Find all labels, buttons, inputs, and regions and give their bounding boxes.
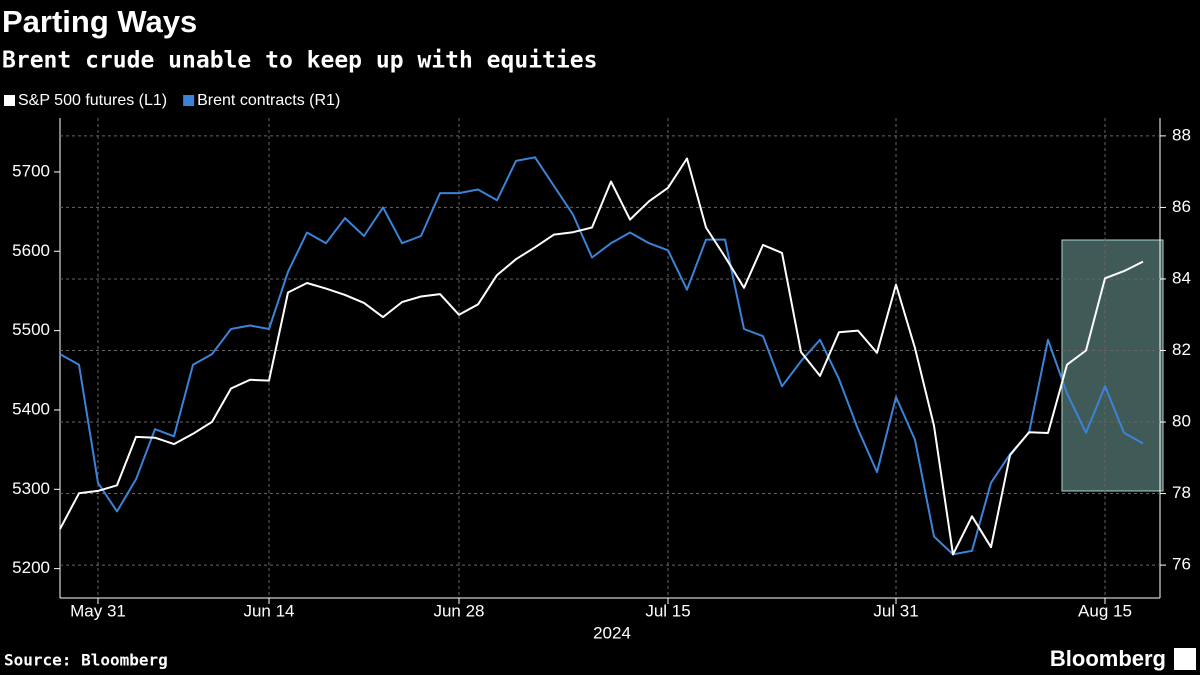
x-axis-label: 2024 [593, 623, 631, 642]
y-tick-label: 5300 [12, 479, 50, 498]
y-tick-label: 5200 [12, 558, 50, 577]
series-line [59, 157, 1144, 556]
chart-title: Parting Ways [2, 4, 197, 39]
y-tick-label: 5600 [12, 241, 50, 260]
legend-swatch [183, 95, 195, 106]
x-tick-label: Jul 15 [645, 601, 690, 620]
y2-tick-label: 76 [1172, 555, 1191, 574]
source: Source: Bloomberg [4, 651, 168, 670]
y2-tick-label: 82 [1172, 340, 1191, 359]
x-tick-label: May 31 [70, 601, 126, 620]
x-tick-label: Jun 28 [433, 601, 484, 620]
legend-label: Brent contracts (R1) [197, 92, 340, 109]
y2-tick-label: 80 [1172, 412, 1191, 431]
legend-label: S&P 500 futures (L1) [18, 92, 167, 109]
legend-swatch [4, 95, 15, 106]
y-tick-label: 5500 [12, 320, 50, 339]
y2-tick-label: 78 [1172, 483, 1191, 502]
series-line [59, 156, 1144, 556]
y-tick-label: 5400 [12, 399, 50, 418]
y2-tick-label: 84 [1172, 268, 1191, 287]
y2-tick-label: 88 [1172, 125, 1191, 144]
highlight-box [1061, 239, 1164, 492]
x-tick-label: Jun 14 [243, 601, 294, 620]
x-tick-label: Jul 31 [873, 601, 918, 620]
y-tick-label: 5700 [12, 161, 50, 180]
y2-tick-label: 86 [1172, 197, 1191, 216]
chart-subtitle: Brent crude unable to keep up with equit… [2, 48, 597, 74]
logo: Bloomberg [1050, 646, 1166, 671]
logo-icon [1174, 648, 1196, 670]
x-tick-label: Aug 15 [1078, 601, 1132, 620]
